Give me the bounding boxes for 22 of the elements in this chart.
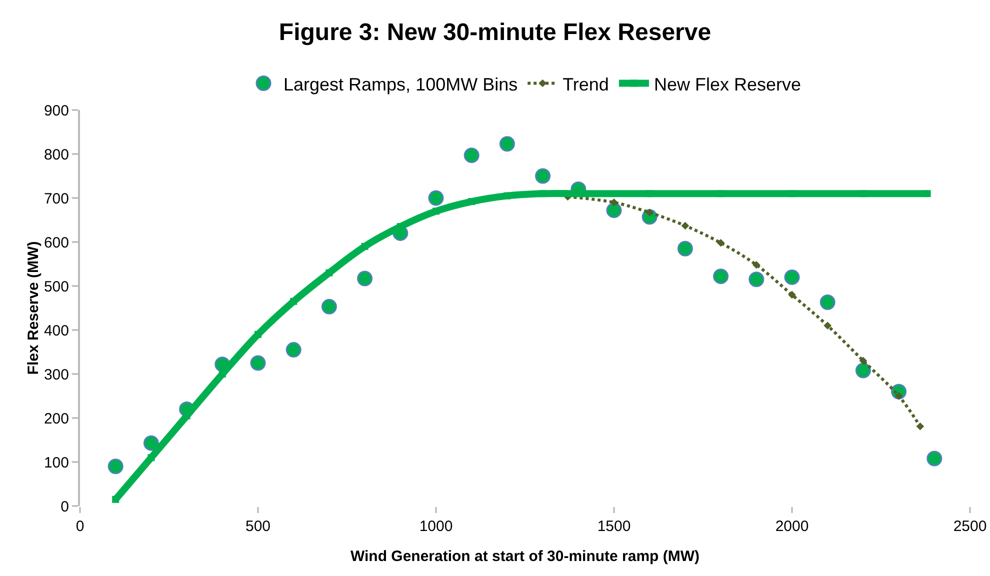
y-tick-label: 900 — [44, 102, 69, 120]
x-tick-label: 1500 — [597, 518, 631, 535]
legend-label: Trend — [562, 74, 609, 94]
y-tick-label: 200 — [44, 410, 69, 428]
x-tick-label: 2000 — [775, 518, 809, 535]
x-tick-label: 500 — [245, 518, 271, 535]
y-tick-label: 300 — [44, 366, 69, 384]
legend-label: Largest Ramps, 100MW Bins — [284, 74, 518, 94]
x-tick-label: 1000 — [419, 518, 453, 535]
y-tick-label: 800 — [44, 146, 69, 164]
y-tick-label: 400 — [44, 322, 69, 340]
y-axis-title: Flex Reserve (MW) — [24, 241, 42, 375]
y-tick-label: 500 — [44, 278, 69, 296]
y-tick-label: 100 — [44, 454, 69, 472]
y-tick-label: 700 — [44, 190, 69, 208]
y-tick-label: 600 — [44, 234, 69, 252]
legend-label: New Flex Reserve — [654, 74, 801, 94]
x-axis-title: Wind Generation at start of 30-minute ramp (MW) — [350, 548, 700, 565]
y-tick-label: 0 — [60, 498, 69, 516]
x-tick-label: 0 — [76, 518, 84, 535]
chart-title: Figure 3: New 30-minute Flex Reserve — [278, 18, 712, 46]
x-tick-label: 2500 — [953, 518, 987, 535]
